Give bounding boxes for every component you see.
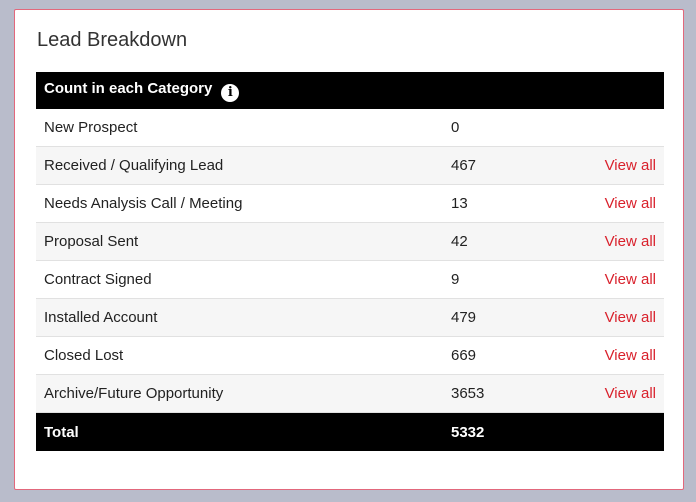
panel-title: Lead Breakdown (37, 29, 188, 51)
info-icon[interactable]: i (221, 83, 240, 102)
table-header: Count in each Category i (36, 72, 664, 109)
table-row: Needs Analysis Call / Meeting 13 View al… (36, 185, 664, 223)
table-row: Proposal Sent 42 View all (36, 223, 664, 261)
view-all-link[interactable]: View all (604, 309, 656, 326)
category-name: Received / Qualifying Lead (44, 157, 224, 174)
category-name: Proposal Sent (44, 233, 139, 250)
view-all-link[interactable]: View all (604, 347, 656, 364)
header-label-text: Count in each Category (44, 79, 213, 97)
category-name: Closed Lost (44, 347, 124, 364)
category-count: 479 (451, 309, 477, 326)
category-count: 9 (451, 271, 460, 288)
total-label: Total (44, 423, 79, 441)
view-all-link[interactable]: View all (604, 385, 656, 402)
category-count: 13 (451, 195, 468, 212)
table-row: Received / Qualifying Lead 467 View all (36, 147, 664, 185)
category-count: 669 (451, 347, 477, 364)
category-count: 3653 (451, 385, 485, 402)
table-footer: Total 5332 (36, 413, 664, 451)
table-row: Closed Lost 669 View all (36, 337, 664, 375)
view-all-link[interactable]: View all (604, 157, 656, 174)
header-label: Count in each Category i (44, 79, 240, 102)
category-count: 42 (451, 233, 468, 250)
table-row: Archive/Future Opportunity 3653 View all (36, 375, 664, 413)
lead-breakdown-table: Count in each Category i New Prospect 0 R… (36, 72, 664, 451)
category-name: Needs Analysis Call / Meeting (44, 195, 243, 212)
category-name: New Prospect (44, 119, 138, 136)
table-row: Contract Signed 9 View all (36, 261, 664, 299)
view-all-link[interactable]: View all (604, 233, 656, 250)
view-all-link[interactable]: View all (604, 195, 656, 212)
category-name: Archive/Future Opportunity (44, 385, 224, 402)
category-count: 467 (451, 157, 477, 174)
lead-breakdown-panel: Lead Breakdown Count in each Category i N… (14, 9, 684, 490)
category-count: 0 (451, 119, 460, 136)
category-name: Installed Account (44, 309, 158, 326)
table-row: New Prospect 0 (36, 109, 664, 147)
view-all-link[interactable]: View all (604, 271, 656, 288)
category-name: Contract Signed (44, 271, 152, 288)
total-count: 5332 (451, 423, 485, 441)
table-row: Installed Account 479 View all (36, 299, 664, 337)
